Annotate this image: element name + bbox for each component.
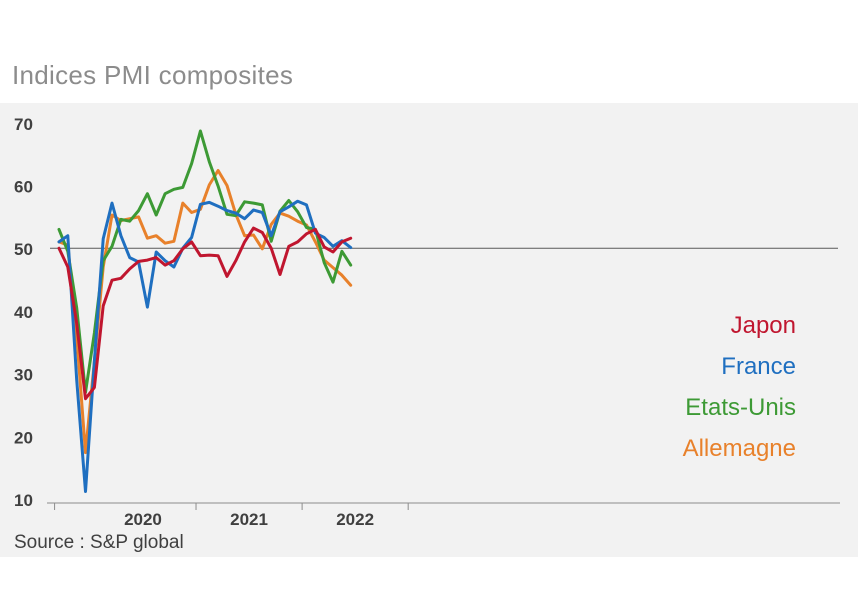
legend-item-france: France xyxy=(721,353,796,380)
y-tick-label: 50 xyxy=(14,240,33,259)
legend-item-etats-unis: Etats-Unis xyxy=(685,394,796,421)
legend-item-allemagne: Allemagne xyxy=(682,435,796,462)
series-line-france xyxy=(57,199,353,493)
y-tick-label: 60 xyxy=(14,178,33,197)
y-tick-label: 20 xyxy=(14,428,33,447)
x-tick-label: 2021 xyxy=(230,510,268,529)
series-line-allemagne xyxy=(57,169,353,455)
source-note: Source : S&P global xyxy=(14,532,184,553)
y-tick-label: 30 xyxy=(14,366,33,385)
y-tick-label: 40 xyxy=(14,303,33,322)
series-line-etats-unis xyxy=(57,129,353,394)
legend-item-japon: Japon xyxy=(730,312,796,339)
y-tick-label: 10 xyxy=(14,491,33,510)
series-line-japon xyxy=(57,226,353,401)
legend: Japon France Etats-Unis Allemagne xyxy=(683,305,796,469)
x-tick-label: 2020 xyxy=(124,510,162,529)
chart-title: Indices PMI composites xyxy=(12,60,294,90)
x-tick-label: 2022 xyxy=(336,510,374,529)
y-tick-label: 70 xyxy=(14,115,33,134)
plot-background xyxy=(0,103,858,557)
